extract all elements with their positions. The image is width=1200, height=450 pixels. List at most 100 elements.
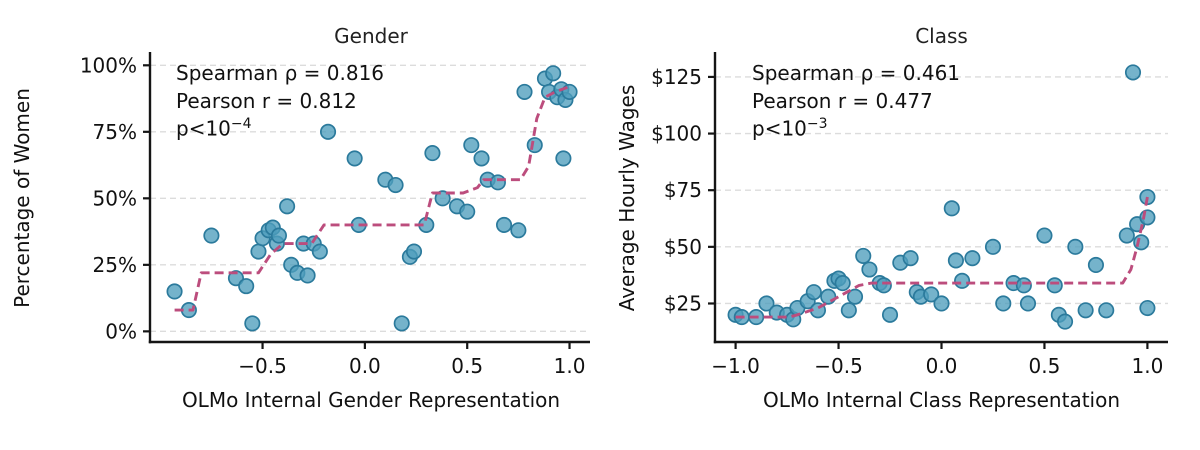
- scatter-point: [561, 83, 578, 100]
- gender-y-axis-label: Percentage of Women: [10, 88, 34, 308]
- scatter-point: [319, 123, 337, 140]
- scatter-point: [1087, 256, 1104, 274]
- scatter-point: [1098, 302, 1115, 319]
- y-tick-label: 75%: [93, 120, 137, 144]
- gender-pvalue-text: p<10−4: [176, 116, 252, 141]
- scatter-point: [805, 284, 822, 301]
- scatter-point: [555, 150, 572, 167]
- scatter-point: [299, 267, 316, 284]
- class-x-axis-label: OLMo Internal Class Representation: [762, 388, 1121, 412]
- scatter-point: [834, 275, 851, 292]
- scatter-point: [495, 216, 513, 233]
- y-tick-label: $50: [664, 235, 702, 259]
- scatter-point: [995, 295, 1012, 312]
- scatter-point: [203, 227, 220, 244]
- scatter-point: [1056, 313, 1074, 330]
- scatter-point: [166, 283, 183, 300]
- x-tick-label: −1.0: [711, 354, 760, 378]
- scatter-point: [459, 203, 476, 220]
- scatter-point: [434, 190, 451, 207]
- scatter-point: [846, 288, 864, 305]
- scatter-point: [270, 227, 287, 244]
- x-tick-label: 0.5: [451, 354, 483, 378]
- class-chart-title: Class: [915, 24, 968, 48]
- x-tick-label: 0.5: [1029, 354, 1061, 378]
- scatter-point: [238, 278, 255, 295]
- scatter-point: [758, 295, 775, 312]
- gender-stats-annotation: Spearman ρ = 0.816 Pearson r = 0.812 p<1…: [176, 60, 384, 143]
- y-tick-label: $125: [651, 65, 702, 89]
- scatter-point: [820, 288, 837, 305]
- scatter-point: [947, 252, 964, 269]
- scatter-point: [1077, 302, 1094, 319]
- scatter-point: [933, 295, 950, 312]
- scatter-point: [1118, 227, 1135, 244]
- trend-line: [735, 196, 1149, 319]
- scatter-point: [393, 315, 410, 332]
- scatter-point: [923, 286, 940, 303]
- scatter-point: [489, 174, 506, 191]
- x-tick-label: −0.5: [814, 354, 863, 378]
- scatter-point: [1124, 64, 1142, 81]
- y-tick-label: $100: [651, 122, 702, 146]
- y-tick-label: 0%: [105, 319, 137, 343]
- scatter-point: [405, 243, 423, 260]
- y-tick-label: 50%: [93, 186, 137, 210]
- class-pearson-text: Pearson r = 0.477: [752, 88, 933, 113]
- x-tick-label: 0.0: [926, 354, 958, 378]
- scatter-point: [387, 176, 404, 194]
- scatter-point: [984, 238, 1002, 255]
- scatter-point: [473, 150, 490, 167]
- scatter-point: [279, 198, 296, 215]
- scatter-point: [943, 200, 960, 217]
- gender-spearman-text: Spearman ρ = 0.816: [176, 61, 385, 85]
- scatter-point: [855, 247, 872, 264]
- gender-pearson-text: Pearson r = 0.812: [176, 88, 357, 113]
- y-tick-label: $25: [664, 291, 702, 315]
- scatter-point: [250, 243, 267, 260]
- scatter-point: [463, 137, 480, 154]
- scatter-point: [1139, 299, 1156, 317]
- scatter-point: [346, 150, 363, 167]
- y-tick-label: 25%: [93, 253, 137, 277]
- class-stats-annotation: Spearman ρ = 0.461 Pearson r = 0.477 p<1…: [752, 60, 960, 143]
- gender-pvalue-exponent: −4: [230, 116, 252, 133]
- y-tick-label: 100%: [80, 53, 137, 77]
- x-tick-label: 1.0: [1132, 354, 1164, 378]
- class-spearman-text: Spearman ρ = 0.461: [752, 61, 961, 85]
- scatter-point: [1067, 238, 1084, 255]
- scatter-point: [424, 145, 441, 162]
- scatter-point: [881, 306, 899, 323]
- scatter-point: [861, 261, 878, 278]
- scatter-point: [1046, 277, 1063, 294]
- scatter-point: [1036, 227, 1053, 244]
- class-pvalue-exponent: −3: [806, 116, 828, 133]
- scatter-point: [1133, 234, 1150, 251]
- scatter-point: [244, 315, 261, 332]
- scatter-point: [964, 250, 981, 267]
- y-tick-label: $75: [664, 178, 702, 202]
- scatter-point: [526, 137, 543, 154]
- scatter-point: [902, 250, 919, 267]
- class-pvalue-text: p<10−3: [752, 116, 828, 141]
- gender-x-axis-label: OLMo Internal Gender Representation: [181, 388, 561, 412]
- trend-line: [174, 85, 571, 312]
- gender-chart-svg: 0% 25% 50% 75% 100% −0.5 0.0 0.5 1.0: [80, 52, 590, 378]
- x-tick-label: 1.0: [554, 354, 586, 378]
- scatter-point: [1019, 295, 1037, 312]
- class-chart-panel: $25 $50 $75 $100 $125 −1.0 −0.5 0.0 0.5 1.0 Class…: [600, 0, 1200, 450]
- scatter-point: [545, 65, 562, 82]
- scatter-point: [516, 83, 533, 100]
- scatter-point: [875, 277, 892, 294]
- scatter-point: [954, 272, 971, 289]
- x-tick-label: 0.0: [349, 354, 381, 378]
- gender-chart-panel: 0% 25% 50% 75% 100% −0.5 0.0 0.5 1.0 Gender Perc…: [10, 24, 590, 412]
- class-chart-svg: $25 $50 $75 $100 $125 −1.0 −0.5 0.0 0.5 1.0: [651, 52, 1168, 378]
- gender-chart-title: Gender: [334, 24, 408, 48]
- x-tick-label: −0.5: [238, 354, 287, 378]
- scatter-point: [510, 222, 527, 239]
- scatter-point: [1015, 277, 1032, 294]
- scatter-point: [840, 302, 857, 319]
- class-y-axis-label: Average Hourly Wages: [615, 84, 639, 312]
